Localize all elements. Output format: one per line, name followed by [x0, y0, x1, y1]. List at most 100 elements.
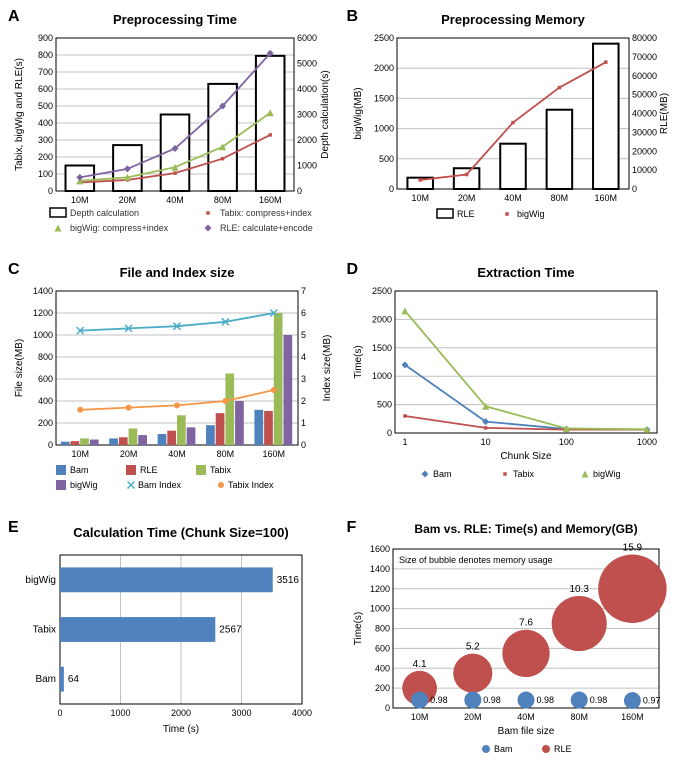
svg-text:Tabix: Tabix — [210, 465, 232, 475]
svg-text:1400: 1400 — [369, 564, 389, 574]
svg-text:1600: 1600 — [369, 544, 389, 554]
svg-text:80M: 80M — [214, 195, 232, 205]
svg-text:1000: 1000 — [636, 437, 656, 447]
svg-text:10: 10 — [480, 437, 490, 447]
svg-text:RLE: RLE — [457, 209, 475, 219]
svg-text:500: 500 — [376, 400, 391, 410]
svg-text:50000: 50000 — [632, 90, 657, 100]
svg-text:400: 400 — [38, 396, 53, 406]
svg-text:Tabix: compress+index: Tabix: compress+index — [220, 208, 312, 218]
svg-text:60000: 60000 — [632, 71, 657, 81]
svg-text:1: 1 — [402, 437, 407, 447]
svg-text:0: 0 — [57, 708, 62, 718]
svg-text:40M: 40M — [517, 712, 535, 722]
svg-text:900: 900 — [38, 33, 53, 43]
svg-text:5000: 5000 — [297, 59, 317, 69]
svg-text:200: 200 — [38, 418, 53, 428]
svg-text:1000: 1000 — [33, 330, 53, 340]
svg-text:Size of bubble denotes memory: Size of bubble denotes memory usage — [399, 555, 553, 565]
svg-text:70000: 70000 — [632, 52, 657, 62]
svg-text:6: 6 — [301, 308, 306, 318]
svg-text:Bam: Bam — [35, 674, 56, 685]
svg-text:bigWig: bigWig — [517, 209, 545, 219]
svg-text:0.98: 0.98 — [536, 695, 554, 705]
svg-text:2567: 2567 — [219, 625, 242, 636]
svg-text:RLE(MB): RLE(MB) — [659, 93, 670, 134]
svg-text:Bam Index: Bam Index — [138, 480, 182, 490]
svg-text:10M: 10M — [410, 712, 428, 722]
svg-text:7: 7 — [301, 286, 306, 296]
svg-text:20M: 20M — [457, 193, 475, 203]
svg-text:Time(s): Time(s) — [353, 345, 364, 379]
svg-text:6000: 6000 — [297, 33, 317, 43]
svg-text:0: 0 — [384, 703, 389, 713]
svg-text:10000: 10000 — [632, 165, 657, 175]
svg-text:Tabix Index: Tabix Index — [228, 480, 274, 490]
svg-text:1400: 1400 — [33, 286, 53, 296]
svg-text:40M: 40M — [504, 193, 522, 203]
svg-text:200: 200 — [374, 683, 389, 693]
svg-text:RLE: calculate+encode: RLE: calculate+encode — [220, 223, 313, 233]
svg-text:4: 4 — [301, 352, 306, 362]
panel-label-b: B — [347, 8, 359, 26]
svg-text:4000: 4000 — [297, 84, 317, 94]
panel-label-a: A — [8, 8, 20, 26]
svg-text:1000: 1000 — [373, 124, 393, 134]
svg-text:Extraction Time: Extraction Time — [477, 265, 574, 280]
svg-text:600: 600 — [374, 643, 389, 653]
svg-text:bigWig(MB): bigWig(MB) — [353, 87, 364, 139]
panel-label-d: D — [347, 261, 359, 279]
svg-text:0: 0 — [632, 184, 637, 194]
svg-text:100: 100 — [558, 437, 573, 447]
svg-text:160M: 160M — [594, 193, 617, 203]
svg-text:1: 1 — [301, 418, 306, 428]
svg-text:200: 200 — [38, 152, 53, 162]
panel-label-f: F — [347, 519, 357, 537]
svg-text:Bam file size: Bam file size — [497, 726, 554, 737]
svg-text:1500: 1500 — [373, 93, 393, 103]
svg-text:File size(MB): File size(MB) — [14, 339, 25, 397]
svg-text:Preprocessing Memory: Preprocessing Memory — [441, 12, 586, 27]
panel-label-c: C — [8, 261, 20, 279]
svg-text:RLE: RLE — [554, 744, 572, 754]
svg-text:5: 5 — [301, 330, 306, 340]
svg-text:Preprocessing Time: Preprocessing Time — [113, 12, 237, 27]
panel-c: C File and Index size0200400600800100012… — [8, 261, 339, 511]
svg-text:bigWig: bigWig — [593, 469, 621, 479]
svg-text:400: 400 — [38, 118, 53, 128]
svg-text:40000: 40000 — [632, 109, 657, 119]
svg-text:Bam vs. RLE: Time(s) and Memor: Bam vs. RLE: Time(s) and Memory(GB) — [414, 522, 637, 536]
svg-text:160M: 160M — [621, 712, 644, 722]
svg-text:Time(s): Time(s) — [353, 612, 364, 646]
svg-text:10M: 10M — [71, 449, 89, 459]
panel-d: D Extraction Time05001000150020002500110… — [347, 261, 678, 511]
svg-text:20M: 20M — [120, 449, 138, 459]
svg-text:30000: 30000 — [632, 127, 657, 137]
svg-text:100: 100 — [38, 169, 53, 179]
svg-text:2000: 2000 — [373, 63, 393, 73]
svg-text:Bam: Bam — [70, 465, 89, 475]
svg-text:2: 2 — [301, 396, 306, 406]
panel-f: F Bam vs. RLE: Time(s) and Memory(GB) 0 20… — [347, 519, 678, 764]
svg-text:600: 600 — [38, 84, 53, 94]
svg-text:10M: 10M — [411, 193, 429, 203]
svg-text:bigWig: compress+index: bigWig: compress+index — [70, 223, 169, 233]
svg-text:2000: 2000 — [171, 708, 191, 718]
svg-text:80M: 80M — [570, 712, 588, 722]
svg-text:Tabix, bigWig and RLE(s): Tabix, bigWig and RLE(s) — [14, 58, 25, 171]
svg-text:800: 800 — [38, 50, 53, 60]
svg-text:4000: 4000 — [292, 708, 312, 718]
svg-text:Bam: Bam — [433, 469, 452, 479]
svg-text:5.2: 5.2 — [465, 642, 479, 653]
svg-text:20000: 20000 — [632, 146, 657, 156]
svg-text:700: 700 — [38, 67, 53, 77]
svg-text:Index size(MB): Index size(MB) — [322, 335, 333, 402]
svg-text:300: 300 — [38, 135, 53, 145]
svg-text:4.1: 4.1 — [412, 659, 426, 670]
svg-text:1200: 1200 — [33, 308, 53, 318]
svg-text:0: 0 — [48, 440, 53, 450]
svg-text:3000: 3000 — [231, 708, 251, 718]
svg-text:80000: 80000 — [632, 33, 657, 43]
svg-text:3516: 3516 — [277, 575, 300, 586]
svg-text:0.98: 0.98 — [430, 695, 448, 705]
